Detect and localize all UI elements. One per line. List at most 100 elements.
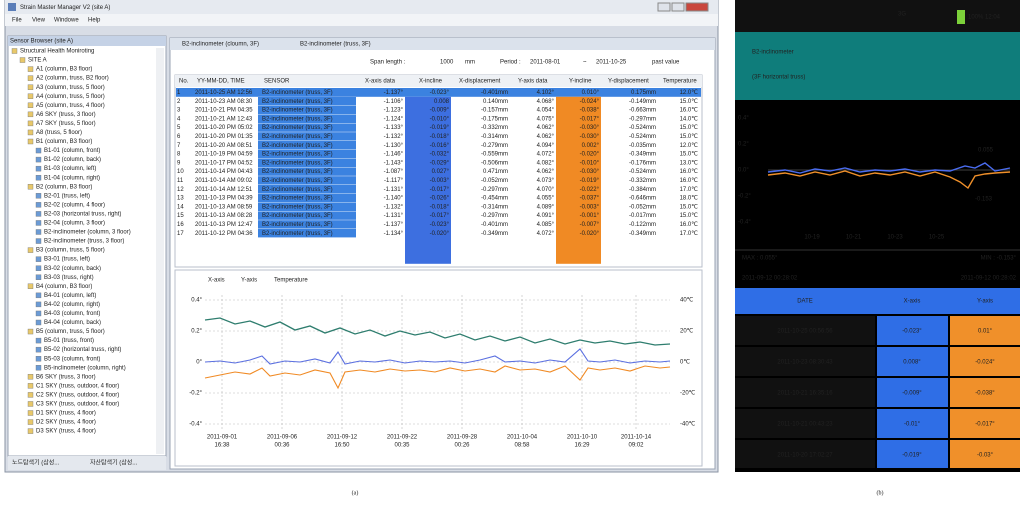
tree-item[interactable]: B2-01 (truss, left) [44, 193, 90, 199]
control-period-label: Period : [500, 60, 521, 66]
maximize-button[interactable] [671, 2, 685, 12]
tree-item[interactable]: C1 SKY (truss, outdoor, 4 floor) [36, 383, 119, 389]
tree-item[interactable]: A7 SKY (truss, 5 floor) [36, 121, 96, 127]
menu-item[interactable]: Help [88, 18, 101, 24]
bottom-tabbar [8, 456, 166, 470]
tree-item[interactable]: B1-02 (column, back) [44, 157, 101, 163]
tree-item[interactable]: A8 (truss, 5 floor) [36, 130, 82, 136]
tree-item[interactable]: B2-04 (column, 3 floor) [44, 221, 105, 227]
tree-icon [27, 401, 34, 407]
table-cell: -1.132° [384, 204, 404, 210]
tree-item[interactable]: A5 (column, truss, 4 floor) [36, 103, 105, 109]
tree-item[interactable]: B3-02 (column, back) [44, 266, 101, 272]
doc-tab[interactable]: B2-inclinometer (cloumn, 3F) [182, 42, 259, 48]
column-header: Temperature [663, 79, 697, 85]
tree-item[interactable]: B4-02 (column, right) [44, 302, 100, 308]
status-bar [735, 0, 1020, 32]
control-to: 2011-10-25 [596, 60, 627, 66]
tree-icon [27, 328, 34, 335]
tree-item[interactable]: B5 (column, truss, 5 floor) [36, 329, 105, 335]
table-cell: 4.055° [537, 196, 555, 202]
tree-item[interactable]: A4 (column, truss, 5 floor) [36, 94, 105, 100]
tree-item[interactable]: B4-03 (column, front) [44, 311, 100, 317]
tree-item[interactable]: B4-04 (column, back) [44, 320, 101, 326]
phone-column-header: Y-axis [977, 299, 993, 305]
tree-icon [27, 129, 34, 136]
bottom-tab[interactable]: 노드탐색기 (삼성... [12, 459, 60, 467]
phone-cell: -0.019° [902, 453, 922, 459]
tree-item[interactable]: B2-inclinometer (truss, 3 floor) [44, 239, 124, 245]
tree-item[interactable]: B2-inclinometer (column, 3 floor) [44, 230, 131, 236]
tree-item[interactable]: B3-01 (truss, left) [44, 257, 90, 263]
table-cell: 2011-10-13 PM 04:39 [195, 196, 253, 202]
tree-icon [35, 238, 42, 244]
table-cell: -0.663mm [629, 108, 656, 114]
table-cell: -0.018° [430, 204, 450, 210]
tree-item[interactable]: B2-02 (column, 4 floor) [44, 202, 105, 208]
doc-tab[interactable]: B2-inclinometer (truss, 3F) [300, 42, 371, 48]
table-cell: 2011-10-25 AM 12:56 [195, 90, 253, 96]
table-cell: -0.038° [580, 108, 600, 114]
x-tick-label: 16:38 [214, 443, 230, 449]
menu-item[interactable]: File [12, 18, 22, 24]
left-tick-label: 0° [196, 360, 202, 366]
tree-item[interactable]: C3 SKY (truss, outdoor, 4 floor) [36, 402, 119, 408]
bottom-tab[interactable]: 자산탐색기 (삼성... [90, 459, 138, 467]
table-cell: 2011-10-14 PM 04:43 [195, 169, 253, 175]
tree-icon [27, 374, 34, 380]
tree-item[interactable]: SITE A [28, 58, 47, 64]
table-cell: B2-inclinometer (truss, 3F) [262, 108, 333, 114]
table-cell: -0.030° [580, 125, 600, 131]
tree-item[interactable]: Structural Health Moniroting [20, 49, 94, 55]
temperature-line [204, 317, 671, 346]
tree-item[interactable]: B4 (column, B3 floor) [36, 284, 92, 290]
table-cell: 15 [177, 213, 184, 219]
phone-y-tick: 0.2° [738, 142, 749, 148]
tree-item[interactable]: A2 (column, truss, B2 floor) [36, 76, 109, 82]
tree-item[interactable]: D3 SKY (truss, 4 floor) [36, 429, 96, 435]
close-button[interactable] [685, 2, 709, 12]
minimize-button[interactable] [657, 2, 671, 12]
menu-item[interactable]: Windowe [54, 18, 79, 24]
tree-item[interactable]: B1-01 (column, front) [44, 148, 100, 154]
tree-item[interactable]: B2 (column, B3 floor) [36, 184, 92, 190]
tree-icon [35, 337, 42, 344]
tree-item[interactable]: B1 (column, B3 floor) [36, 139, 92, 145]
tree-item[interactable]: B4-01 (column, left) [44, 293, 96, 299]
tree-item[interactable]: B1-03 (column, left) [44, 166, 96, 172]
tree-item[interactable]: D1 SKY (truss, 4 floor) [36, 411, 96, 417]
tree-item[interactable]: A1 (column, B3 floor) [36, 67, 92, 73]
legend-entry: Y-axis [241, 278, 257, 284]
tree-item[interactable]: B2-03 (horizontal truss, right) [44, 211, 121, 217]
left-tick-label: -0.4° [189, 422, 202, 428]
x-tick-label: 2011-09-28 [447, 435, 478, 441]
table-cell: -1.123° [384, 108, 404, 114]
x-tick-label: 00:36 [274, 443, 290, 449]
tree-item[interactable]: B5-02 (horizontal truss, right) [44, 347, 121, 353]
tree-icon [35, 319, 42, 326]
tree-item[interactable]: B1-04 (column, right) [44, 175, 100, 181]
battery-icon [957, 10, 965, 24]
table-cell: -0.349mm [629, 231, 656, 237]
tree-item[interactable]: B5-inclinometer (column, right) [44, 365, 126, 371]
tree-item[interactable]: B5-01 (truss, front) [44, 338, 94, 344]
tree-item[interactable]: B6 SKY (truss, 3 floor) [36, 374, 96, 380]
tree-item[interactable]: A3 (column, truss, 5 floor) [36, 85, 105, 91]
tree-item[interactable]: B5-03 (column, front) [44, 356, 100, 362]
table-cell: 15.0℃ [680, 99, 699, 105]
table-cell: -0.149mm [629, 99, 656, 105]
tree-item[interactable]: B3-03 (truss, right) [44, 275, 94, 281]
tree-item[interactable]: C2 SKY (truss, outdoor, 4 floor) [36, 392, 119, 398]
table-cell: -1.087° [384, 169, 404, 175]
scrollbar [156, 48, 164, 454]
tree-item[interactable]: B3 (column, truss, 5 floor) [36, 248, 105, 254]
tree-item[interactable]: D2 SKY (truss, 4 floor) [36, 420, 96, 426]
network-text: 3G [898, 12, 906, 18]
tree-icon [35, 156, 42, 163]
table-cell: -1.131° [384, 187, 404, 193]
tree-item[interactable]: A6 SKY (truss, 3 floor) [36, 112, 96, 118]
menu-item[interactable]: View [32, 18, 46, 24]
tree-icon [35, 310, 42, 317]
window-title: Strain Master Manager V2 (site A) [20, 5, 110, 11]
control-span-label: Span length : [370, 60, 406, 66]
